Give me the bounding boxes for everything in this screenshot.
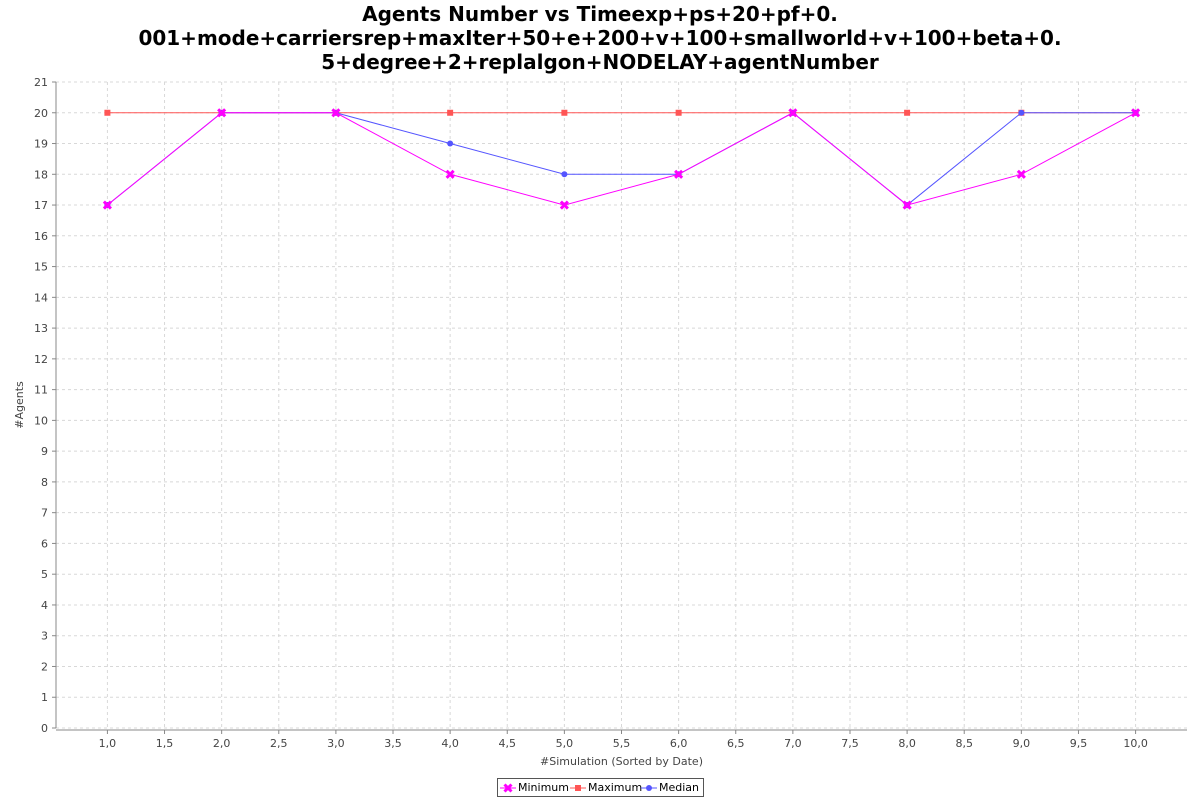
x-tick-label: 8,5	[955, 737, 973, 750]
x-tick-label: 4,5	[499, 737, 517, 750]
y-tick-label: 2	[41, 660, 48, 673]
y-tick-label: 0	[41, 722, 48, 735]
x-tick-label: 10,0	[1123, 737, 1148, 750]
data-point-minimum	[1016, 169, 1026, 179]
y-tick-label: 17	[34, 199, 48, 212]
x-tick-label: 2,0	[213, 737, 231, 750]
legend-square-marker-icon	[570, 785, 586, 791]
data-point-minimum	[788, 108, 798, 118]
x-tick-label: 2,5	[270, 737, 288, 750]
data-point-minimum	[1131, 108, 1141, 118]
data-point-minimum	[674, 169, 684, 179]
data-point-maximum	[447, 109, 454, 116]
y-tick-label: 20	[34, 107, 48, 120]
y-tick-label: 11	[34, 384, 48, 397]
y-tick-label: 10	[34, 414, 48, 427]
x-tick-label: 4,0	[441, 737, 459, 750]
y-tick-label: 12	[34, 353, 48, 366]
y-tick-label: 4	[41, 599, 48, 612]
series-layer	[102, 108, 1141, 210]
data-point-maximum	[561, 109, 568, 116]
data-point-minimum	[902, 200, 912, 210]
data-point-minimum	[331, 108, 341, 118]
chart-title-line-3: 5+degree+2+replalgon+NODELAY+agentNumber	[321, 50, 879, 74]
y-tick-label: 16	[34, 230, 48, 243]
x-tick-label: 6,5	[727, 737, 745, 750]
data-point-maximum	[904, 109, 911, 116]
data-point-median	[1018, 109, 1025, 116]
series-line-minimum	[107, 112, 1136, 206]
y-tick-label: 7	[41, 507, 48, 520]
x-tick-label: 9,5	[1070, 737, 1088, 750]
x-axis-label: #Simulation (Sorted by Date)	[540, 755, 703, 768]
data-point-minimum	[102, 200, 112, 210]
legend-x-marker-icon	[500, 783, 516, 793]
legend: Minimum Maximum Median	[497, 778, 704, 797]
data-point-median	[447, 140, 454, 147]
y-tick-label: 18	[34, 168, 48, 181]
chart-title-line-2: 001+mode+carriersrep+maxIter+50+e+200+v+…	[138, 26, 1062, 50]
data-point-minimum	[445, 169, 455, 179]
x-tick-label: 3,0	[327, 737, 345, 750]
legend-label-minimum: Minimum	[518, 781, 569, 794]
x-tick-label: 7,5	[841, 737, 859, 750]
y-tick-label: 3	[41, 630, 48, 643]
legend-label-median: Median	[659, 781, 700, 794]
y-tick-label: 6	[41, 537, 48, 550]
data-point-minimum	[217, 108, 227, 118]
x-tick-label: 7,0	[784, 737, 802, 750]
y-tick-label: 1	[41, 691, 48, 704]
y-tick-label: 9	[41, 445, 48, 458]
x-tick-label: 1,0	[99, 737, 117, 750]
y-tick-label: 19	[34, 138, 48, 151]
y-tick-label: 8	[41, 476, 48, 489]
x-tick-label: 6,0	[670, 737, 688, 750]
y-tick-label: 21	[34, 76, 48, 89]
legend-label-maximum: Maximum	[588, 781, 643, 794]
data-point-maximum	[104, 109, 111, 116]
x-tick-label: 8,0	[898, 737, 916, 750]
data-point-median	[561, 171, 568, 178]
x-tick-label: 5,5	[613, 737, 631, 750]
y-axis-label: #Agents	[13, 381, 26, 429]
x-tick-label: 3,5	[384, 737, 402, 750]
y-tick-label: 15	[34, 261, 48, 274]
y-tick-label: 13	[34, 322, 48, 335]
data-point-minimum	[559, 200, 569, 210]
legend-circle-marker-icon	[641, 785, 657, 791]
y-tick-label: 14	[34, 291, 48, 304]
x-tick-label: 5,0	[556, 737, 574, 750]
grid	[56, 81, 1187, 729]
y-tick-label: 5	[41, 568, 48, 581]
x-tick-label: 1,5	[156, 737, 174, 750]
chart-title-line-1: Agents Number vs Timeexp+ps+20+pf+0.	[362, 2, 838, 26]
x-tick-label: 9,0	[1013, 737, 1031, 750]
data-point-maximum	[675, 109, 682, 116]
